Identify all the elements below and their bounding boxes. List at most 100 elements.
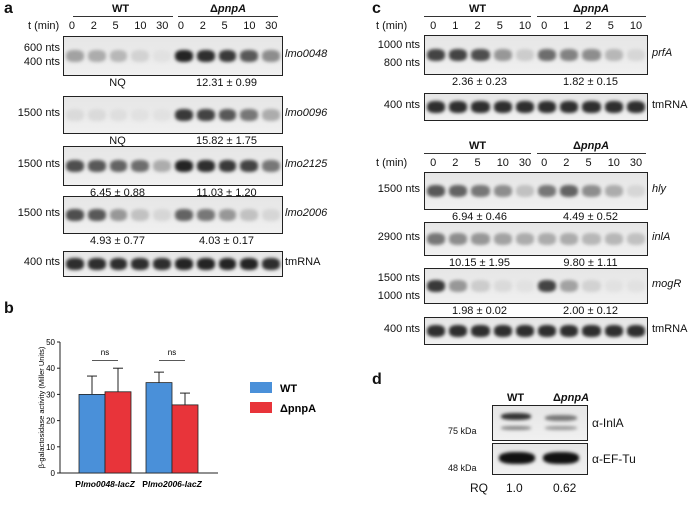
band [493,185,512,197]
y-tick-label: 30 [46,390,55,399]
a-quant-mut: 15.82 ± 1.75 [195,135,258,147]
c-quant-wt: 10.15 ± 1.95 [448,257,511,269]
band [582,325,601,337]
ns-label: ns [101,348,109,357]
band [109,209,128,221]
c-size-marker: 1500 nts [377,183,420,195]
band [262,258,280,270]
band [582,280,601,292]
band [560,101,579,113]
c-size-marker: 400 nts [383,323,420,335]
band [560,49,579,61]
band [175,50,193,62]
band [604,233,623,245]
band [262,50,280,62]
d-blot-inla [492,405,588,441]
band [538,280,557,292]
c-gene-label: mogR [652,278,682,290]
bar [145,382,173,474]
band [427,280,446,292]
bar-chart: 0 10 20 30 40 50β-galactosidase activity (Mil… [37,338,316,489]
band [538,101,557,113]
c-t-label: t (min) [376,20,408,32]
d-marker-48: 48 kDa [448,463,477,473]
band [471,185,490,197]
bar [171,404,199,474]
band [604,185,623,197]
c-timepoint: 30 [629,157,643,169]
band [109,50,128,62]
band [604,280,623,292]
c-timepoint: 5 [585,157,592,169]
band [262,109,280,121]
a-size-marker: 400 nts [23,256,60,268]
band [196,209,215,221]
band [515,49,534,61]
c-timepoint: 2 [585,20,592,32]
d-marker-75: 75 kDa [448,426,477,436]
band [471,49,490,61]
band [153,209,171,221]
c-timepoint: 1 [452,20,459,32]
y-tick-label: 50 [46,338,55,347]
band [604,325,623,337]
band [131,258,150,270]
c-size-marker: 1000 nts [377,290,420,302]
c-mut-header: ΔpnpA [573,3,610,15]
c-mut-header: ΔpnpA [573,140,610,152]
c-timepoint: 5 [474,157,481,169]
band [560,280,579,292]
band [560,233,579,245]
band [560,185,579,197]
c-blot-3 [424,222,648,256]
c-wt-header: WT [469,140,487,152]
a-size-marker: 1500 nts [17,158,60,170]
band [66,209,84,221]
band [493,101,512,113]
band [449,49,468,61]
c-timepoint: 30 [518,157,532,169]
d-mut-header: ΔpnpA [553,392,590,404]
a-timepoint: 2 [199,20,206,32]
band [538,233,557,245]
c-timepoint: 2 [452,157,459,169]
a-size-marker: 600 nts [23,42,60,54]
band [109,160,128,172]
band [240,109,259,121]
band [626,101,645,113]
a-mut-header: ΔpnpA [210,3,247,15]
x-tick-label: Plmo0048-lacZ [75,479,135,489]
band [626,49,645,61]
band [626,185,645,197]
y-tick-label: 0 [51,469,56,478]
band [560,325,579,337]
c-blot-2 [424,172,648,210]
a-timepoint: 0 [177,20,185,32]
c-blot-5 [424,317,648,345]
a-timepoint: 30 [156,20,169,32]
c-size-marker: 1000 nts [377,39,420,51]
band [427,185,446,197]
c-size-marker: 2900 nts [377,231,420,243]
band [87,209,106,221]
bar [78,394,106,474]
band [493,325,512,337]
y-tick-label: 40 [46,364,55,373]
c-gene-label: tmRNA [652,323,688,335]
legend-label: ΔpnpA [280,403,316,415]
band [175,209,193,221]
a-size-marker: 1500 nts [17,207,60,219]
band [493,49,512,61]
c-timepoint: 10 [496,157,509,169]
band [626,233,645,245]
band [131,209,150,221]
band [240,160,259,172]
a-t-label: t (min) [28,20,60,32]
band [471,101,490,113]
d-rq-mut: 0.62 [553,481,577,495]
band [493,280,512,292]
c-gene-label: hly [652,183,667,195]
x-tick-label: Plmo2006-lacZ [142,479,202,489]
band [218,209,237,221]
band [131,160,150,172]
